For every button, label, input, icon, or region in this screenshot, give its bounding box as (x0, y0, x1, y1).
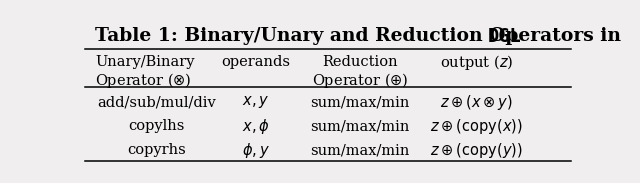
Text: operands: operands (221, 55, 291, 69)
Text: output ($z$): output ($z$) (440, 53, 513, 72)
Text: sum/max/min: sum/max/min (310, 95, 410, 109)
Text: sum/max/min: sum/max/min (310, 143, 410, 157)
Text: $x,y$: $x,y$ (243, 94, 269, 110)
Text: Table 1: Binary/Unary and Reduction Operators in: Table 1: Binary/Unary and Reduction Oper… (95, 27, 627, 45)
Text: sum/max/min: sum/max/min (310, 119, 410, 133)
Text: add/sub/mul/div: add/sub/mul/div (97, 95, 216, 109)
Text: copyrhs: copyrhs (127, 143, 186, 157)
Text: Unary/Binary: Unary/Binary (95, 55, 195, 69)
Text: DGL: DGL (488, 27, 522, 46)
Text: $z \oplus (\mathrm{copy}(y))$: $z \oplus (\mathrm{copy}(y))$ (431, 141, 523, 160)
Text: Operator ($\oplus$): Operator ($\oplus$) (312, 71, 408, 90)
Text: Operator ($\otimes$): Operator ($\otimes$) (95, 71, 191, 90)
Text: $x, \phi$: $x, \phi$ (242, 117, 270, 136)
Text: $\phi, y$: $\phi, y$ (242, 141, 270, 160)
Text: copylhs: copylhs (129, 119, 185, 133)
Text: $z \oplus (x \otimes y)$: $z \oplus (x \otimes y)$ (440, 93, 513, 112)
Text: $z \oplus (\mathrm{copy}(x))$: $z \oplus (\mathrm{copy}(x))$ (431, 117, 523, 136)
Text: Reduction: Reduction (323, 55, 398, 69)
